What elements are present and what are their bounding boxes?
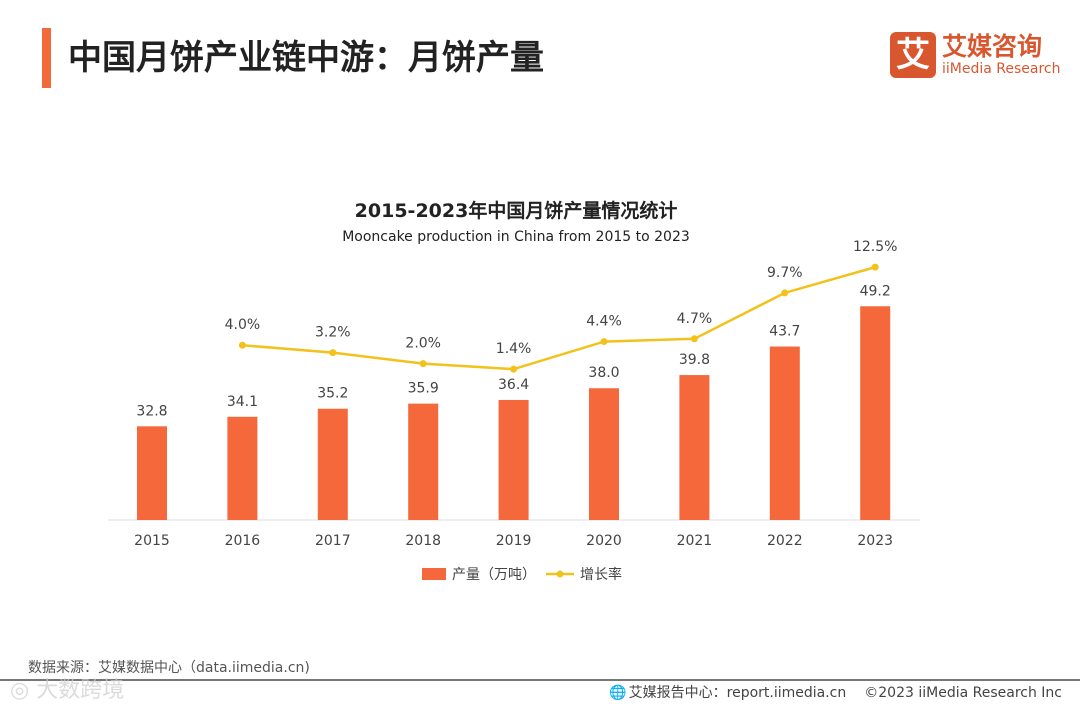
growth-label-2020: 4.4%: [586, 314, 622, 330]
x-tick-2021: 2021: [677, 533, 713, 549]
bar-label-2022: 43.7: [769, 324, 800, 340]
x-tick-2019: 2019: [496, 533, 532, 549]
logo-en: iiMedia Research: [942, 61, 1061, 77]
growth-point-2023: [871, 263, 879, 271]
x-tick-2017: 2017: [315, 533, 351, 549]
growth-point-2022: [781, 289, 789, 297]
footer: 🌐 艾媒报告中心：report.iimedia.cn ©2023 iiMedia R…: [591, 682, 1062, 702]
copyright: ©2023 iiMedia Research Inc: [864, 685, 1062, 701]
bar-label-2018: 35.9: [408, 381, 439, 397]
bar-label-2015: 32.8: [136, 403, 167, 419]
bar-2020: [589, 388, 619, 520]
bar-2021: [679, 375, 710, 520]
growth-label-2018: 2.0%: [405, 336, 441, 352]
legend-bar-swatch: [422, 568, 446, 580]
page-title: 中国月饼产业链中游：月饼产量: [68, 38, 544, 78]
x-tick-2016: 2016: [225, 533, 261, 549]
bar-2022: [769, 346, 800, 520]
growth-label-2017: 3.2%: [315, 325, 351, 341]
legend-bar-label: 产量（万吨）: [452, 567, 536, 583]
growth-label-2016: 4.0%: [225, 317, 261, 333]
title-accent-bar: [42, 28, 51, 88]
report-link[interactable]: 艾媒报告中心：report.iimedia.cn: [628, 685, 847, 701]
growth-line: [242, 265, 876, 371]
legend-line-label: 增长率: [580, 566, 622, 583]
bar-2016: [227, 416, 258, 520]
growth-point-2021: [690, 335, 698, 343]
bar-label-2017: 35.2: [317, 386, 348, 402]
growth-label-2019: 1.4%: [496, 341, 532, 357]
bar-2017: [317, 408, 348, 520]
bar-2023: [860, 306, 891, 520]
footer-divider: [0, 679, 1080, 681]
bar-2018: [408, 403, 439, 520]
growth-label-2022: 9.7%: [767, 265, 803, 281]
bar-label-2021: 39.8: [679, 352, 710, 368]
growth-point-2018: [419, 360, 427, 368]
watermark: ◎ 大数跨境: [10, 678, 125, 703]
logo: 艾 艾媒咨询 iiMedia Research: [890, 32, 1061, 78]
logo-mark: 艾: [890, 32, 936, 78]
bar-label-2016: 34.1: [227, 394, 258, 410]
chart-title: 2015-2023年中国月饼产量情况统计: [354, 200, 678, 222]
x-tick-2018: 2018: [405, 533, 441, 549]
legend-line-marker: [556, 570, 564, 578]
chart-subtitle: Mooncake production in China from 2015 t…: [342, 229, 690, 245]
bar-2019: [498, 399, 529, 520]
bar-label-2023: 49.2: [860, 283, 891, 299]
bar-2015: [137, 426, 167, 520]
growth-label-2023: 12.5%: [853, 239, 897, 255]
growth-point-2020: [600, 338, 608, 346]
globe-icon: 🌐: [609, 685, 627, 701]
growth-point-2016: [238, 341, 246, 349]
x-tick-2015: 2015: [134, 533, 170, 549]
bar-label-2020: 38.0: [588, 365, 619, 381]
x-tick-2023: 2023: [857, 533, 893, 549]
x-tick-2022: 2022: [767, 533, 803, 549]
growth-point-2019: [510, 365, 518, 373]
logo-cn: 艾媒咨询: [942, 32, 1043, 61]
data-source: 数据来源：艾媒数据中心（data.iimedia.cn): [28, 660, 310, 676]
growth-label-2021: 4.7%: [677, 311, 713, 327]
x-tick-2020: 2020: [586, 533, 622, 549]
bar-label-2019: 36.4: [498, 377, 529, 393]
growth-point-2017: [329, 349, 337, 357]
